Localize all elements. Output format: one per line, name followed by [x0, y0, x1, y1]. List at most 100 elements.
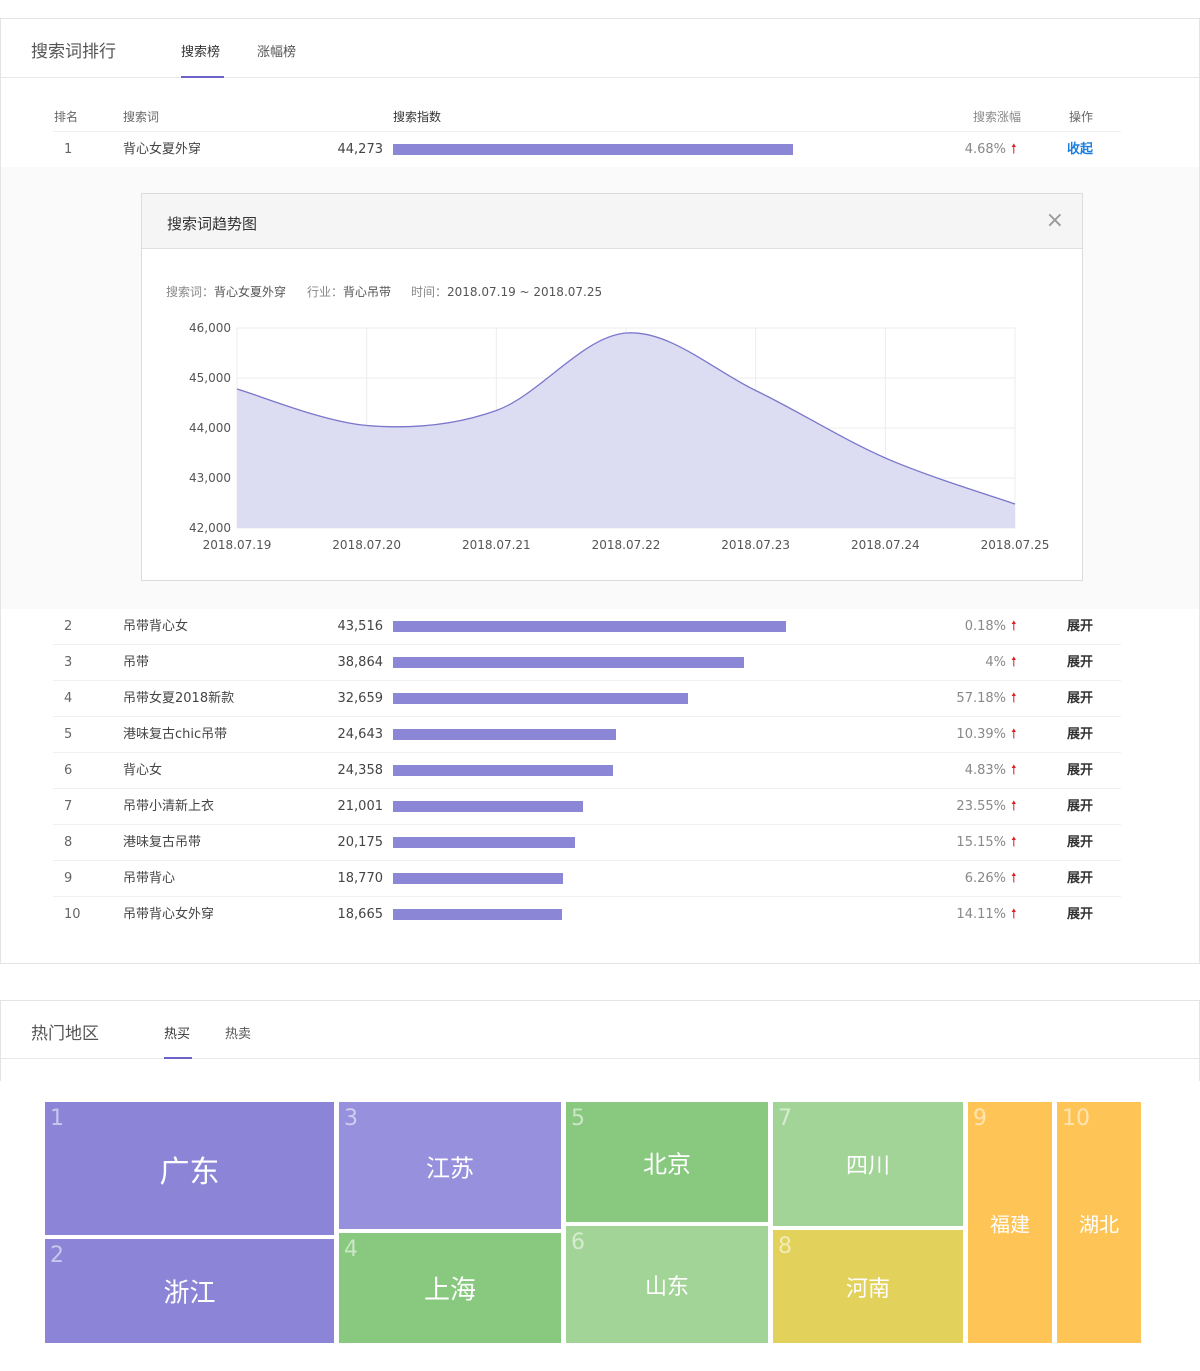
region-name: 北京	[643, 1150, 691, 1179]
growth-value: 15.15%	[956, 835, 1006, 850]
expand-button[interactable]: 展开	[1067, 907, 1094, 922]
region-tile[interactable]: 1 广东	[45, 1102, 334, 1235]
region-tile[interactable]: 6 山东	[566, 1226, 768, 1343]
growth-value: 23.55%	[956, 799, 1006, 814]
rank-cell: 6	[64, 763, 73, 778]
up-arrow-icon: 🠕	[1011, 871, 1017, 886]
region-name: 四川	[845, 1154, 890, 1179]
up-arrow-icon: 🠕	[1011, 799, 1017, 814]
divider	[53, 716, 1121, 717]
index-value: 21,001	[337, 799, 384, 814]
table-row: 2 吊带背心女 43,516 0.18% 🠕 展开	[1, 609, 1199, 645]
header-index[interactable]: 搜索指数	[393, 110, 442, 124]
region-rank: 6	[571, 1230, 585, 1255]
divider	[53, 680, 1121, 681]
region-tile[interactable]: 8 河南	[773, 1230, 963, 1343]
region-tile[interactable]: 3 江苏	[339, 1102, 561, 1229]
rank-cell: 7	[64, 799, 73, 814]
header-rank: 排名	[54, 110, 79, 124]
index-bar	[393, 873, 563, 884]
expand-button[interactable]: 展开	[1067, 799, 1094, 814]
region-tile[interactable]: 5 北京	[566, 1102, 768, 1222]
region-rank: 4	[344, 1237, 358, 1262]
divider	[53, 860, 1121, 861]
keyword-cell: 吊带女夏2018新款	[123, 691, 235, 706]
meta-industry-value: 背心吊带	[343, 285, 392, 299]
index-bar	[393, 144, 793, 155]
keyword-cell: 吊带背心	[123, 871, 176, 886]
y-tick-label: 44,000	[189, 421, 231, 435]
region-name: 上海	[423, 1275, 476, 1306]
growth-value: 14.11%	[956, 907, 1006, 922]
growth-value: 57.18%	[956, 691, 1006, 706]
region-name: 福建	[990, 1212, 1030, 1236]
x-tick-label: 2018.07.19	[203, 538, 272, 552]
rank-cell: 10	[64, 907, 81, 922]
table-row: 3 吊带 38,864 4% 🠕 展开	[1, 645, 1199, 681]
expand-button[interactable]: 展开	[1067, 691, 1094, 706]
up-arrow-icon: 🠕	[1011, 727, 1017, 742]
region-tile[interactable]: 4 上海	[339, 1233, 561, 1343]
panel-header: 热门地区 热买 热卖	[1, 1001, 1199, 1059]
keyword-cell: 吊带背心女外穿	[123, 907, 215, 922]
keyword-cell: 背心女夏外穿	[123, 142, 202, 157]
index-bar	[393, 657, 744, 668]
up-arrow-icon: 🠕	[1011, 907, 1017, 922]
region-name: 广东	[159, 1154, 220, 1190]
index-value: 38,864	[337, 655, 384, 670]
region-tile[interactable]: 7 四川	[773, 1102, 963, 1226]
expand-button[interactable]: 展开	[1067, 871, 1094, 886]
keyword-cell: 吊带背心女	[123, 619, 189, 634]
tab-hot-buy[interactable]: 热买	[164, 1027, 191, 1042]
growth-value: 4.83%	[964, 763, 1006, 778]
region-rank: 5	[571, 1106, 585, 1131]
region-tile[interactable]: 2 浙江	[45, 1239, 334, 1343]
up-arrow-icon: 🠕	[1011, 691, 1017, 706]
header-growth[interactable]: 搜索涨幅	[973, 110, 1022, 124]
header-action: 操作	[1069, 110, 1094, 124]
y-tick-label: 43,000	[189, 471, 231, 485]
meta-time-label: 时间：	[411, 285, 448, 299]
expand-button[interactable]: 展开	[1067, 835, 1094, 850]
tab-search-list[interactable]: 搜索榜	[181, 45, 221, 60]
region-rank: 3	[344, 1106, 358, 1131]
growth-value: 0.18%	[964, 619, 1006, 634]
divider	[53, 131, 1121, 132]
region-name: 江苏	[426, 1154, 474, 1182]
region-rank: 7	[778, 1106, 792, 1131]
table-row: 10 吊带背心女外穿 18,665 14.11% 🠕 展开	[1, 897, 1199, 933]
x-tick-label: 2018.07.21	[462, 538, 531, 552]
region-tile[interactable]: 10 湖北	[1057, 1102, 1141, 1343]
meta-keyword: 搜索词：背心女夏外穿	[166, 283, 286, 300]
expand-button[interactable]: 展开	[1067, 727, 1094, 742]
divider	[53, 896, 1121, 897]
index-bar	[393, 693, 688, 704]
index-bar	[393, 765, 613, 776]
region-tile[interactable]: 9 福建	[968, 1102, 1052, 1343]
x-tick-label: 2018.07.20	[332, 538, 401, 552]
meta-industry-label: 行业：	[307, 285, 344, 299]
region-rank: 2	[50, 1243, 64, 1268]
index-value: 24,643	[337, 727, 384, 742]
growth-value: 4%	[985, 655, 1006, 670]
tab-hot-sell[interactable]: 热卖	[225, 1027, 252, 1042]
expand-button[interactable]: 展开	[1067, 763, 1094, 778]
collapse-button[interactable]: 收起	[1067, 142, 1094, 157]
meta-industry: 行业：背心吊带	[307, 283, 391, 300]
region-name: 山东	[644, 1274, 689, 1300]
expand-button[interactable]: 展开	[1067, 619, 1094, 634]
table-row: 9 吊带背心 18,770 6.26% 🠕 展开	[1, 861, 1199, 897]
table-row: 8 港味复古吊带 20,175 15.15% 🠕 展开	[1, 825, 1199, 861]
panel-title: 热门地区	[31, 1024, 99, 1044]
close-icon[interactable]: ×	[1045, 208, 1064, 233]
index-value: 44,273	[337, 142, 384, 157]
index-value: 20,175	[337, 835, 384, 850]
index-value: 32,659	[337, 691, 384, 706]
active-tab-underline	[164, 1057, 192, 1059]
keyword-cell: 港味复古吊带	[123, 835, 202, 850]
up-arrow-icon: 🠕	[1011, 835, 1017, 850]
trend-modal: 搜索词趋势图 × 搜索词：背心女夏外穿 行业：背心吊带 时间：2018.07.1…	[141, 193, 1083, 581]
rank-cell: 3	[64, 655, 73, 670]
expand-button[interactable]: 展开	[1067, 655, 1094, 670]
tab-growth-list[interactable]: 涨幅榜	[257, 45, 297, 60]
